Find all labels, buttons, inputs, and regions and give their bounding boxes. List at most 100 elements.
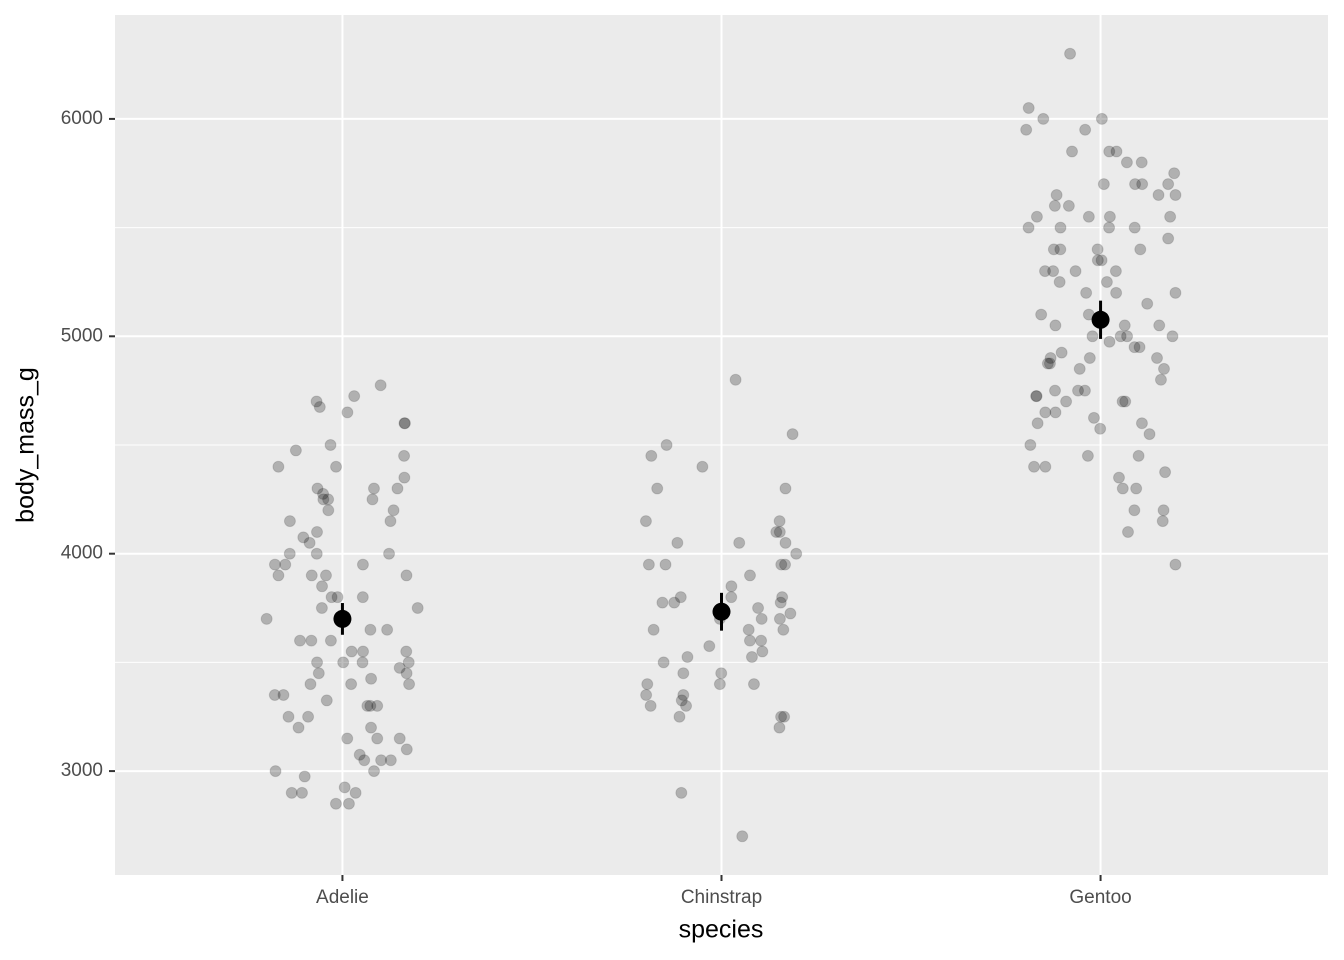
x-tick-label: Adelie (316, 887, 369, 908)
data-point (1072, 384, 1085, 397)
data-point (322, 504, 335, 517)
data-point (311, 656, 324, 669)
data-point (375, 754, 388, 767)
data-point (1116, 395, 1129, 408)
data-point (1022, 221, 1035, 234)
data-point (786, 428, 799, 441)
data-point (696, 460, 709, 473)
data-point (317, 493, 330, 506)
data-point (277, 689, 290, 701)
data-point (325, 591, 338, 604)
data-point (1048, 199, 1061, 212)
data-point (756, 645, 769, 658)
data-point (1120, 156, 1133, 169)
data-point (1130, 482, 1143, 495)
data-point (315, 602, 328, 615)
data-point (1049, 384, 1062, 397)
data-point (337, 656, 350, 669)
data-point (1162, 178, 1175, 191)
data-point (1103, 221, 1116, 234)
data-point (1169, 558, 1182, 571)
data-point (1086, 330, 1099, 343)
grid (115, 15, 1328, 875)
data-point (1116, 482, 1129, 495)
data-point (367, 482, 380, 495)
data-point (784, 607, 797, 620)
data-point (374, 379, 387, 392)
data-point (1024, 439, 1037, 451)
data-point (1041, 357, 1054, 370)
data-point (1054, 221, 1067, 234)
data-point (1132, 449, 1145, 462)
data-point (387, 504, 400, 517)
data-point (345, 678, 358, 691)
data-point (680, 699, 693, 712)
data-point (1037, 112, 1050, 125)
data-point (1097, 178, 1110, 191)
data-point (755, 634, 768, 647)
y-tick-label: 6000 (61, 108, 103, 129)
data-point (668, 596, 681, 609)
data-point (1169, 189, 1182, 201)
data-point (1128, 341, 1141, 354)
data-point (1035, 308, 1048, 321)
data-point (293, 634, 306, 647)
data-point (348, 390, 361, 403)
data-point (400, 569, 413, 582)
data-point (775, 710, 788, 723)
data-point (322, 493, 335, 506)
data-point (311, 525, 324, 538)
data-point (1080, 286, 1093, 299)
y-tick-label: 3000 (61, 760, 103, 781)
mean-point (712, 602, 731, 621)
data-point (1100, 275, 1113, 288)
data-point (366, 493, 379, 506)
data-point (1069, 265, 1082, 278)
data-point (725, 580, 738, 593)
data-point (310, 395, 323, 408)
data-point (773, 525, 786, 538)
data-point (1055, 346, 1068, 359)
data-point (384, 754, 397, 767)
data-point (1062, 199, 1075, 212)
data-point (349, 786, 362, 799)
data-point (677, 689, 690, 701)
data-point (736, 830, 749, 843)
data-point (272, 460, 285, 473)
data-point (778, 710, 791, 723)
data-point (1136, 178, 1149, 191)
data-point (640, 689, 653, 701)
data-point (656, 596, 669, 609)
data-point (644, 699, 657, 712)
data-point (312, 667, 325, 680)
data-point (777, 623, 790, 636)
data-point (1152, 189, 1165, 201)
data-point (1020, 123, 1033, 136)
y-axis-title: body_mass_g (12, 367, 40, 523)
data-point (1141, 297, 1154, 310)
data-point (1154, 373, 1167, 386)
data-point (1103, 145, 1116, 158)
data-point (310, 547, 323, 560)
data-point (1028, 460, 1041, 473)
data-point (1079, 123, 1092, 136)
marks (260, 47, 1182, 843)
data-point (1134, 243, 1147, 256)
data-point (647, 623, 660, 636)
data-point (1030, 390, 1043, 403)
data-point (279, 558, 292, 571)
x-axis-title: species (679, 916, 764, 944)
data-point (260, 612, 273, 625)
data-point (400, 645, 413, 658)
y-tick-label: 5000 (61, 325, 103, 346)
data-point (345, 645, 358, 658)
data-point (1119, 395, 1132, 408)
data-point (752, 602, 765, 615)
data-point (324, 439, 337, 451)
data-point (1118, 319, 1131, 332)
data-point (403, 678, 416, 691)
data-point (268, 558, 281, 571)
data-point (733, 536, 746, 549)
data-point (364, 699, 377, 712)
data-point (304, 678, 317, 691)
